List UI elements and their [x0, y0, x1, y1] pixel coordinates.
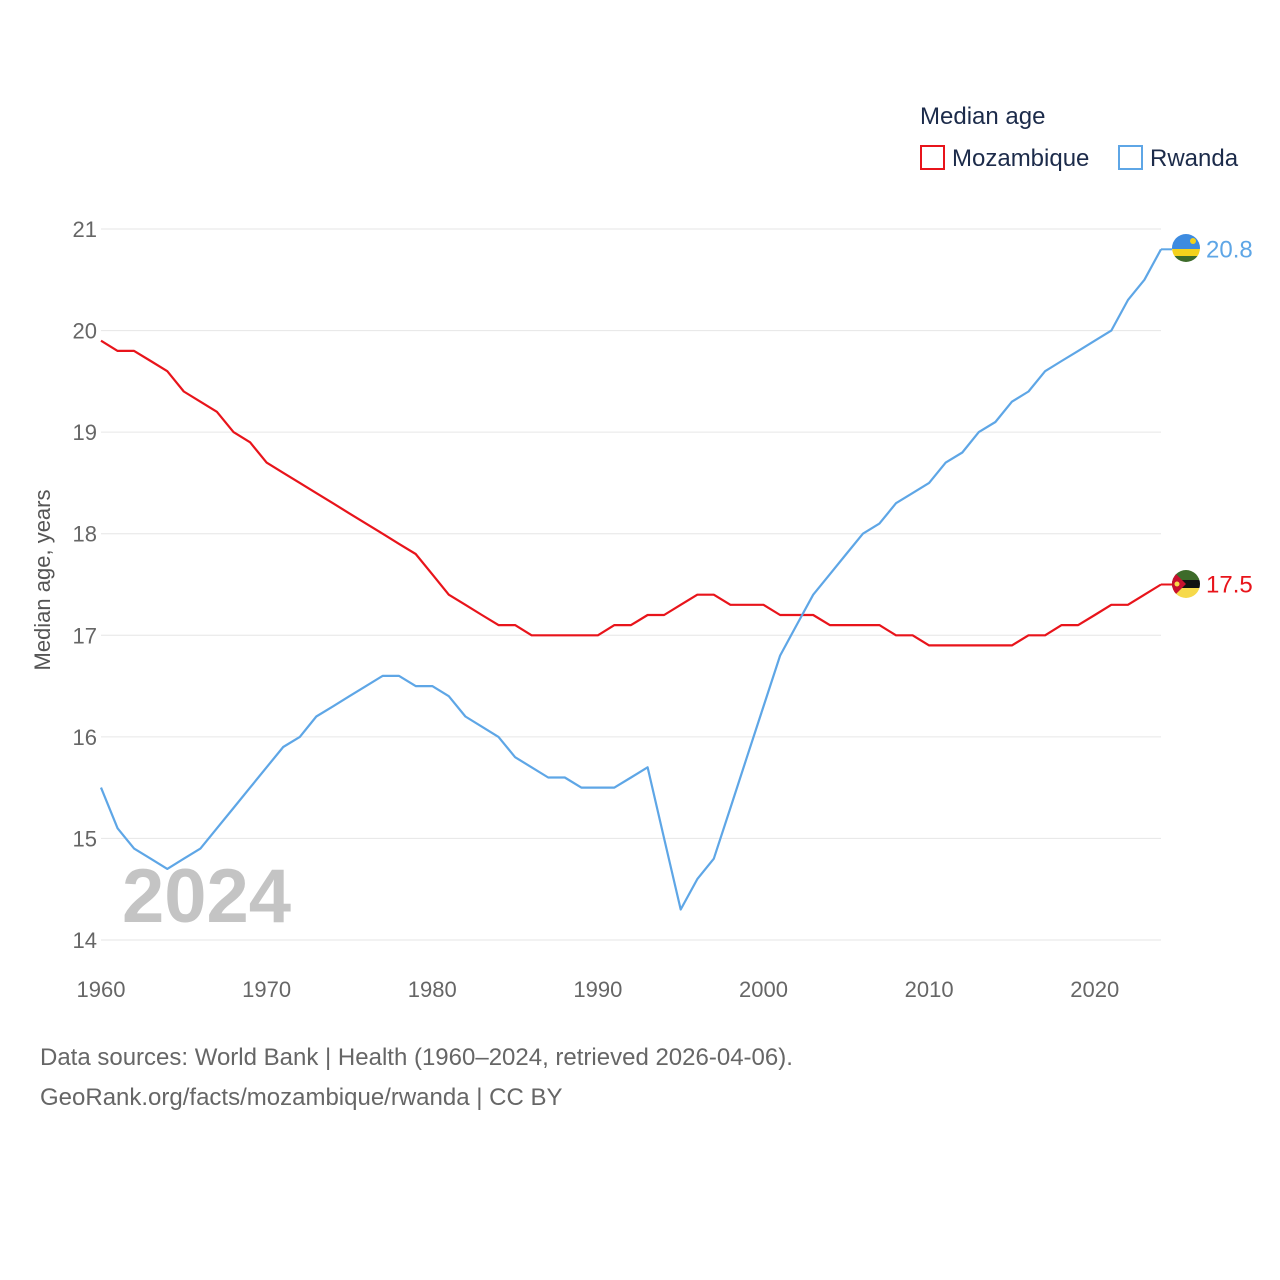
legend-title: Median age [920, 103, 1045, 130]
mozambique-flag-icon [1172, 570, 1200, 598]
x-tick-2020: 2020 [1070, 977, 1119, 1002]
x-tick-1970: 1970 [242, 977, 291, 1002]
y-axis-label: Median age, years [30, 490, 55, 671]
y-axis-ticks: 14 15 16 17 18 19 20 21 [73, 217, 97, 953]
y-tick-21: 21 [73, 217, 97, 242]
y-tick-16: 16 [73, 725, 97, 750]
legend-swatch-mozambique[interactable] [920, 145, 945, 170]
series-line-rwanda[interactable] [99, 248, 1162, 911]
y-tick-17: 17 [73, 623, 97, 648]
legend-label-rwanda[interactable]: Rwanda [1150, 145, 1239, 172]
footer-link[interactable]: GeoRank.org/facts/mozambique/rwanda | CC… [40, 1084, 563, 1111]
x-tick-1980: 1980 [408, 977, 457, 1002]
x-axis-ticks: 1960 1970 1980 1990 2000 2010 2020 [77, 977, 1120, 1002]
end-label-mozambique: 17.5 [1206, 572, 1253, 599]
legend-swatch-rwanda[interactable] [1118, 145, 1143, 170]
x-tick-1990: 1990 [573, 977, 622, 1002]
x-tick-1960: 1960 [77, 977, 126, 1002]
series-line-mozambique[interactable] [100, 339, 1162, 647]
x-tick-2010: 2010 [905, 977, 954, 1002]
x-tick-2000: 2000 [739, 977, 788, 1002]
gridlines [101, 228, 1161, 941]
y-tick-18: 18 [73, 522, 97, 547]
rwanda-flag-icon [1172, 234, 1200, 262]
y-tick-19: 19 [73, 420, 97, 445]
year-watermark: 2024 [122, 854, 291, 939]
end-label-rwanda: 20.8 [1206, 236, 1253, 263]
legend: Median age Mozambique Rwanda [920, 103, 1239, 172]
footer-sources: Data sources: World Bank | Health (1960–… [40, 1044, 793, 1071]
y-tick-20: 20 [73, 319, 97, 344]
y-tick-15: 15 [73, 826, 97, 851]
y-tick-14: 14 [73, 928, 97, 953]
series-layer: 17.5 20.8 [99, 236, 1253, 911]
legend-label-mozambique[interactable]: Mozambique [952, 145, 1089, 172]
